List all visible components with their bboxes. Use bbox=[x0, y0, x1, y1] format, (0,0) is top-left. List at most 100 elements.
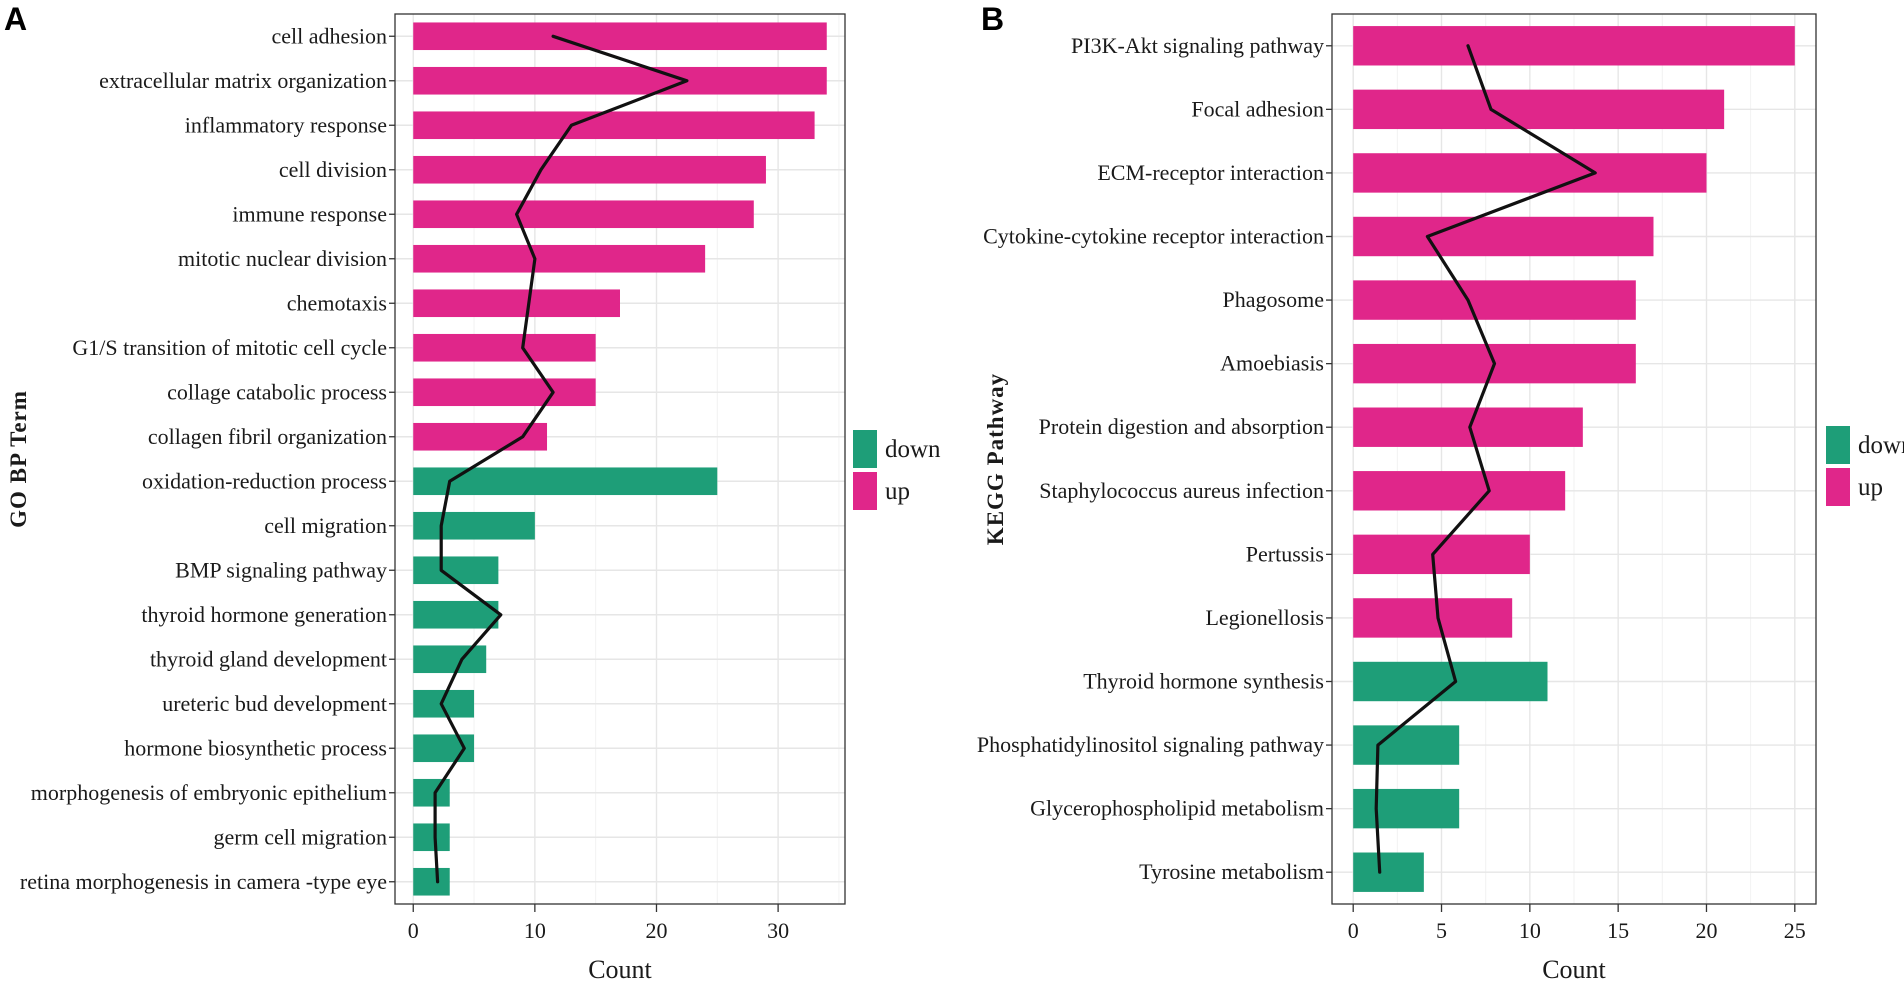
panel-a-legend-swatch-up bbox=[853, 472, 877, 510]
panel-a-bar-down bbox=[413, 645, 487, 674]
panel-a-category-label: G1/S transition of mitotic cell cycle bbox=[72, 335, 387, 360]
panel-a-category-label: ureteric bud development bbox=[162, 691, 387, 716]
panel-b-x-tick-label: 15 bbox=[1607, 918, 1629, 943]
panel-a-category-label: thyroid gland development bbox=[150, 646, 387, 671]
panel-a-x-tick-label: 10 bbox=[524, 918, 546, 943]
panel-a-bar-down bbox=[413, 689, 475, 718]
panel-a-bar-down bbox=[413, 867, 450, 896]
panel-b-legend-swatch-up bbox=[1826, 468, 1850, 506]
panel-a-category-label: oxidation-reduction process bbox=[142, 468, 387, 493]
panel-b-category-label: Thyroid hormone synthesis bbox=[1083, 669, 1324, 694]
panel-a-legend-label-down: down bbox=[885, 436, 941, 463]
panel-a-category-label: inflammatory response bbox=[185, 112, 387, 137]
panel-b-legend: down up bbox=[1826, 426, 1904, 506]
panel-a-category-label: morphogenesis of embryonic epithelium bbox=[31, 780, 387, 805]
panel-b-bar-up bbox=[1353, 153, 1707, 193]
panel-a-bar-up bbox=[413, 333, 596, 362]
panel-a-bars bbox=[413, 22, 827, 896]
panel-a-y-title: GO BP Term bbox=[6, 390, 31, 528]
panel-b-bar-up bbox=[1353, 280, 1636, 320]
panel-b-label: B bbox=[981, 1, 1004, 37]
panel-a-category-label: cell adhesion bbox=[272, 23, 387, 48]
panel-b-category-label: Phagosome bbox=[1223, 287, 1324, 312]
panel-b-bar-up bbox=[1353, 407, 1583, 447]
panel-a-bar-up bbox=[413, 244, 706, 273]
panel-a-bar-up bbox=[413, 22, 827, 51]
panel-b-category-label: Cytokine-cytokine receptor interaction bbox=[983, 224, 1324, 249]
panel-a-bar-up bbox=[413, 378, 596, 407]
panel-a-category-labels: cell adhesion extracellular matrix organi… bbox=[20, 23, 395, 894]
panel-a-category-label: cell migration bbox=[264, 513, 387, 538]
panel-b-category-label: Glycerophospholipid metabolism bbox=[1030, 796, 1324, 821]
panel-b-category-label: ECM-receptor interaction bbox=[1097, 160, 1324, 185]
panel-b-category-label: Amoebiasis bbox=[1220, 351, 1324, 376]
panel-b-category-label: Staphylococcus aureus infection bbox=[1039, 478, 1324, 503]
panel-b-category-label: Protein digestion and absorption bbox=[1039, 414, 1324, 439]
panel-a-grid bbox=[395, 14, 845, 904]
panel-a-category-label: chemotaxis bbox=[287, 290, 387, 315]
panel-a-bar-down bbox=[413, 600, 499, 629]
panel-b-category-label: Phosphatidylinositol signaling pathway bbox=[977, 732, 1324, 757]
panel-b-bar-up bbox=[1353, 471, 1566, 511]
panel-a-bar-down bbox=[413, 823, 450, 852]
panel-a-category-label: thyroid hormone generation bbox=[141, 602, 387, 627]
panel-b-x-tick-label: 25 bbox=[1784, 918, 1806, 943]
panel-a-frame bbox=[394, 13, 846, 905]
panel-b: B PI3K-Akt signaling pathway Focal adhesi… bbox=[977, 1, 1904, 984]
panel-b-trend-line bbox=[1374, 44, 1597, 874]
panel-b-x-tick-label: 20 bbox=[1695, 918, 1717, 943]
panel-a-legend: down up bbox=[853, 430, 941, 510]
panel-a-x-title: Count bbox=[588, 955, 652, 984]
panel-a-bar-up bbox=[413, 155, 766, 184]
panel-a-trend bbox=[433, 34, 689, 884]
panel-a-category-label: retina morphogenesis in camera -type eye bbox=[20, 869, 387, 894]
panel-a-bar-up bbox=[413, 422, 548, 451]
panel-a-category-label: cell division bbox=[279, 157, 387, 182]
panel-b-category-labels: PI3K-Akt signaling pathway Focal adhesion… bbox=[977, 33, 1332, 884]
panel-b-x-ticks: 0 5 10 15 20 25 bbox=[1348, 904, 1806, 943]
panel-b-y-title: KEGG Pathway bbox=[983, 373, 1008, 545]
panel-a-category-label: mitotic nuclear division bbox=[178, 246, 387, 271]
panel-a-bar-down bbox=[413, 511, 535, 540]
panel-b-bar-down bbox=[1353, 725, 1460, 765]
panel-b-x-tick-label: 5 bbox=[1436, 918, 1447, 943]
panel-a-category-label: collagen fibril organization bbox=[148, 424, 387, 449]
panel-b-frame bbox=[1331, 13, 1817, 905]
panel-b-category-label: Pertussis bbox=[1246, 541, 1324, 566]
panel-a-x-ticks: 0 10 20 30 bbox=[408, 904, 789, 943]
panel-b-bar-up bbox=[1353, 598, 1513, 638]
panel-a-category-label: germ cell migration bbox=[214, 824, 388, 849]
panel-b-bar-up bbox=[1353, 216, 1654, 257]
panel-b-legend-swatch-down bbox=[1826, 426, 1850, 464]
panel-a-trend-line bbox=[433, 34, 689, 884]
panel-b-legend-label-down: down bbox=[1858, 432, 1904, 459]
panel-b-bar-down bbox=[1353, 852, 1424, 892]
panel-a-category-label: BMP signaling pathway bbox=[175, 557, 387, 582]
panel-a-x-tick-label: 20 bbox=[645, 918, 667, 943]
panel-b-bar-up bbox=[1353, 26, 1795, 66]
panel-b-bar-up bbox=[1353, 534, 1530, 575]
panel-a-category-label: collage catabolic process bbox=[167, 379, 387, 404]
panel-b-x-tick-label: 10 bbox=[1519, 918, 1541, 943]
panel-b-bars bbox=[1353, 26, 1795, 892]
panel-a-bar-down bbox=[413, 467, 718, 496]
panel-a-bar-up bbox=[413, 289, 620, 318]
panel-b-category-label: Focal adhesion bbox=[1191, 96, 1324, 121]
panel-b-bar-down bbox=[1353, 788, 1460, 829]
panel-a-category-label: extracellular matrix organization bbox=[99, 68, 387, 93]
panel-a-bar-down bbox=[413, 778, 450, 807]
panel-b-category-label: PI3K-Akt signaling pathway bbox=[1071, 33, 1324, 58]
panel-a-bar-up bbox=[413, 66, 827, 95]
panel-a-x-tick-label: 30 bbox=[767, 918, 789, 943]
panel-b-x-title: Count bbox=[1542, 955, 1606, 984]
panel-b-grid bbox=[1332, 14, 1816, 904]
panel-a-legend-label-up: up bbox=[885, 478, 910, 505]
panel-a-x-tick-label: 0 bbox=[408, 918, 419, 943]
panel-a-legend-swatch-down bbox=[853, 430, 877, 468]
panel-b-trend bbox=[1374, 44, 1597, 874]
panel-b-legend-label-up: up bbox=[1858, 474, 1883, 501]
panel-b-category-label: Tyrosine metabolism bbox=[1139, 859, 1324, 884]
panel-a-bar-up bbox=[413, 111, 815, 140]
panel-b-x-tick-label: 0 bbox=[1348, 918, 1359, 943]
